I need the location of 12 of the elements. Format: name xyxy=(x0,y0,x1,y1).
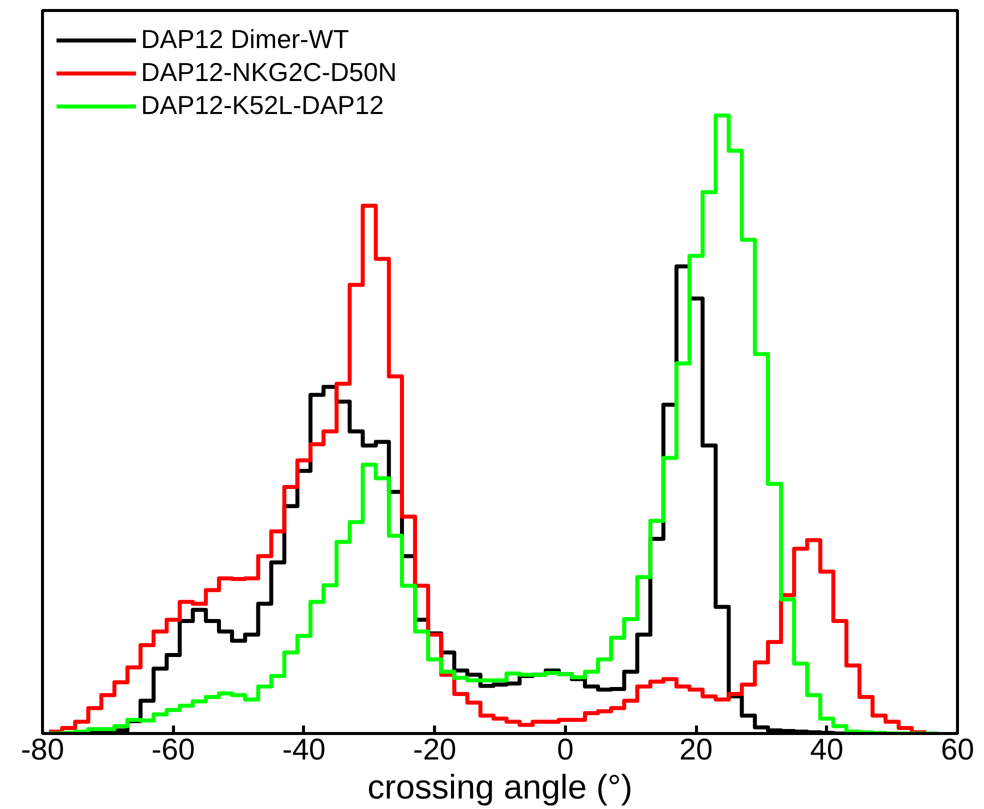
x-tick-label: 20 xyxy=(679,734,713,766)
legend-label: DAP12-NKG2C-D50N xyxy=(141,57,397,88)
x-axis-title: crossing angle (°) xyxy=(368,768,632,806)
x-tick-label: -80 xyxy=(20,734,64,766)
x-tick-label: 40 xyxy=(810,734,844,766)
legend-label: DAP12-K52L-DAP12 xyxy=(141,90,384,121)
x-tick-label: -40 xyxy=(282,734,326,766)
x-tick-label: 60 xyxy=(940,734,974,766)
x-tick-label: -60 xyxy=(152,734,195,766)
legend-label: DAP12 Dimer-WT xyxy=(141,24,350,55)
x-tick-label: -20 xyxy=(412,734,456,766)
x-tick-label: 0 xyxy=(557,734,574,766)
